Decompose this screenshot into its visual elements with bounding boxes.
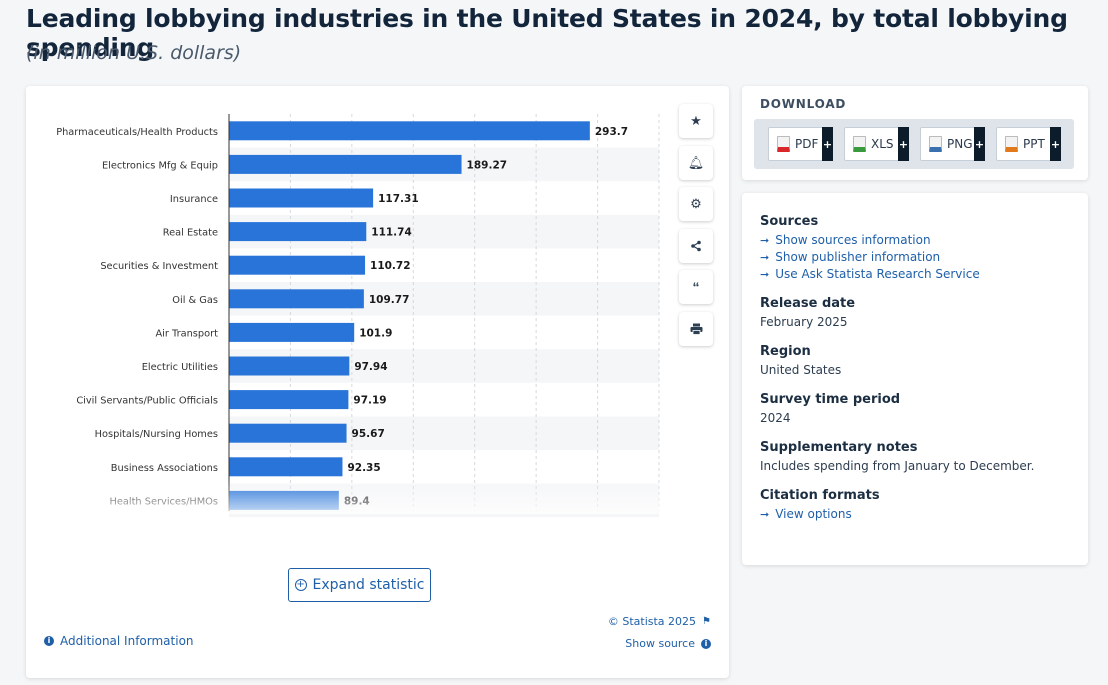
info-icon: i xyxy=(701,638,711,649)
survey-period-value: 2024 xyxy=(760,411,791,425)
share-icon[interactable] xyxy=(679,228,713,263)
bar[interactable] xyxy=(229,222,367,242)
bar[interactable] xyxy=(229,457,343,477)
download-card: DOWNLOAD PDF + XLS + PNG + PPT + xyxy=(742,86,1088,180)
category-label: Business Associations xyxy=(111,463,218,474)
data-label: 189.27 xyxy=(467,159,508,171)
gear-icon[interactable]: ⚙ xyxy=(679,187,713,221)
bar[interactable] xyxy=(229,188,374,208)
flag-icon: ⚑ xyxy=(702,616,711,627)
sources-heading: Sources xyxy=(760,214,819,229)
arrow-right-icon: ➞ xyxy=(760,267,770,281)
show-sources-link[interactable]: ➞ Show sources information xyxy=(760,233,1080,247)
plus-icon: + xyxy=(1050,127,1061,161)
plus-circle-icon: + xyxy=(294,579,307,591)
data-label: 111.74 xyxy=(371,227,412,239)
bar[interactable] xyxy=(229,121,590,141)
download-pdf-button[interactable]: PDF + xyxy=(768,127,833,161)
data-label: 293.7 xyxy=(595,126,628,138)
category-label: Securities & Investment xyxy=(100,261,218,272)
show-source-label: Show source xyxy=(625,637,695,650)
ppt-file-icon xyxy=(1005,136,1018,152)
category-label: Hospitals/Nursing Homes xyxy=(95,429,218,440)
citation-formats-heading: Citation formats xyxy=(760,488,880,503)
release-date-heading: Release date xyxy=(760,296,856,311)
bar[interactable] xyxy=(229,154,462,174)
bar[interactable] xyxy=(229,255,366,275)
xls-file-icon xyxy=(853,136,866,152)
data-label: 109.77 xyxy=(369,294,410,306)
category-label: Pharmaceuticals/Health Products xyxy=(56,127,218,138)
fade-overlay xyxy=(26,479,666,514)
data-label: 97.19 xyxy=(353,395,386,407)
ask-statista-link[interactable]: ➞ Use Ask Statista Research Service xyxy=(760,267,1080,281)
link-label: Show sources information xyxy=(775,233,931,247)
download-xls-button[interactable]: XLS + xyxy=(844,127,909,161)
statista-copyright-link[interactable]: © Statista 2025 ⚑ xyxy=(608,615,711,628)
metadata-card: Sources ➞ Show sources information ➞ Show … xyxy=(742,193,1088,565)
additional-information-link[interactable]: i Additional Information xyxy=(44,634,194,648)
category-label: Electric Utilities xyxy=(142,362,218,373)
supplementary-notes-heading: Supplementary notes xyxy=(760,440,918,455)
data-label: 117.31 xyxy=(378,193,419,205)
chart-toolbar: ★ 🔔︎ ⚙ “ xyxy=(679,104,713,353)
arrow-right-icon: ➞ xyxy=(760,507,770,521)
data-label: 95.67 xyxy=(352,428,385,440)
bar[interactable] xyxy=(229,289,364,309)
copyright-label: © Statista 2025 xyxy=(607,615,697,628)
plus-icon: + xyxy=(822,127,833,161)
view-options-link[interactable]: ➞ View options xyxy=(760,507,1080,521)
arrow-right-icon: ➞ xyxy=(760,233,770,247)
pdf-file-icon xyxy=(777,136,790,152)
download-png-button[interactable]: PNG + xyxy=(920,127,985,161)
chart-card: 293.7 189.27 117.31 111.74 110.72 109.77 101.9… xyxy=(26,86,729,678)
category-label: Civil Servants/Public Officials xyxy=(76,396,218,407)
arrow-right-icon: ➞ xyxy=(760,250,770,264)
bell-icon[interactable]: 🔔︎ xyxy=(679,145,713,180)
plus-icon: + xyxy=(974,127,985,161)
star-icon[interactable]: ★ xyxy=(679,104,713,138)
bar[interactable] xyxy=(229,322,355,342)
category-label: Oil & Gas xyxy=(172,295,218,306)
link-label: Use Ask Statista Research Service xyxy=(775,267,980,281)
bar[interactable] xyxy=(229,390,349,410)
print-icon[interactable] xyxy=(679,311,713,346)
page-subtitle: (in million U.S. dollars) xyxy=(26,42,242,64)
bar[interactable] xyxy=(229,356,350,376)
supplementary-notes-value: Includes spending from January to Decemb… xyxy=(760,459,1035,473)
additional-info-label: Additional Information xyxy=(60,634,194,648)
ppt-label: PPT xyxy=(1023,137,1045,151)
xls-label: XLS xyxy=(871,137,894,151)
category-label: Insurance xyxy=(170,194,218,205)
bar-chart: 293.7 189.27 117.31 111.74 110.72 109.77 101.9… xyxy=(26,114,666,518)
pdf-label: PDF xyxy=(795,137,819,151)
region-heading: Region xyxy=(760,344,811,359)
expand-label: Expand statistic xyxy=(312,577,425,593)
data-label: 110.72 xyxy=(370,260,411,272)
quote-icon[interactable]: “ xyxy=(679,270,713,304)
link-label: Show publisher information xyxy=(775,250,941,264)
download-title: DOWNLOAD xyxy=(760,97,847,111)
region-value: United States xyxy=(760,363,842,377)
bar[interactable] xyxy=(229,423,347,443)
page-title: Leading lobbying industries in the Unite… xyxy=(26,4,1068,62)
link-label: View options xyxy=(775,507,852,521)
show-publisher-link[interactable]: ➞ Show publisher information xyxy=(760,250,1080,264)
download-buttons: PDF + XLS + PNG + PPT + xyxy=(754,119,1074,169)
png-file-icon xyxy=(929,136,942,152)
show-source-link[interactable]: Show source i xyxy=(625,637,711,650)
category-label: Air Transport xyxy=(155,328,218,339)
info-icon: i xyxy=(44,636,54,646)
category-label: Electronics Mfg & Equip xyxy=(102,160,218,171)
png-label: PNG xyxy=(947,137,973,151)
expand-statistic-button[interactable]: + Expand statistic xyxy=(288,568,431,602)
plus-icon: + xyxy=(898,127,909,161)
download-ppt-button[interactable]: PPT + xyxy=(996,127,1061,161)
category-label: Real Estate xyxy=(163,228,218,239)
release-date-value: February 2025 xyxy=(760,315,848,329)
survey-period-heading: Survey time period xyxy=(760,392,901,407)
data-label: 101.9 xyxy=(359,327,392,339)
data-label: 97.94 xyxy=(354,361,387,373)
data-label: 92.35 xyxy=(347,462,380,474)
